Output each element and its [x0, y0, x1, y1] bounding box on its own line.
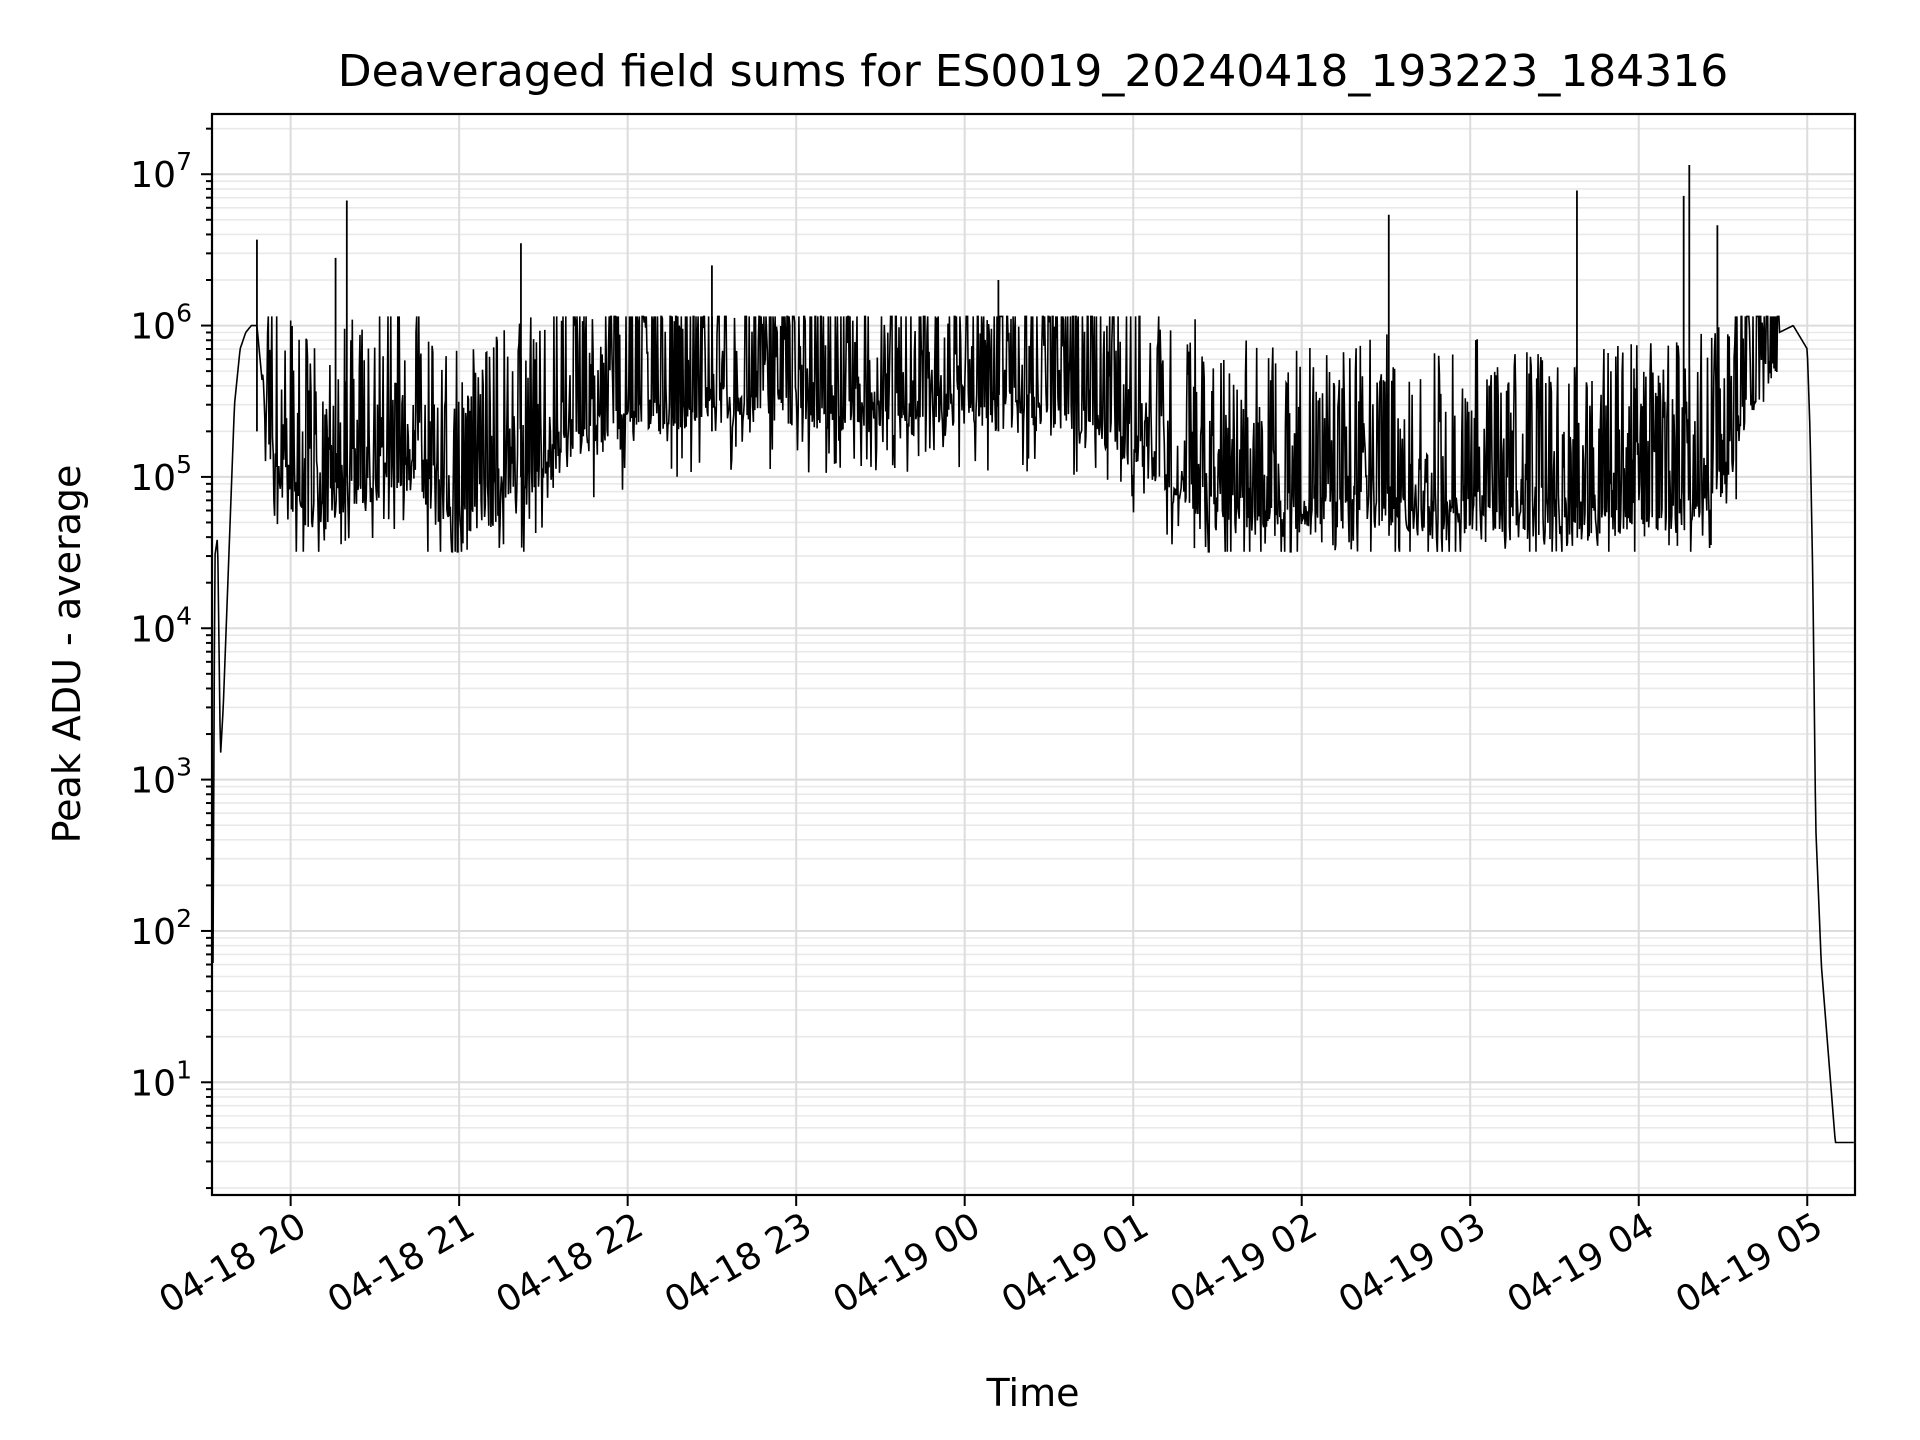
x-tick-label: 04-19 02 [1164, 1205, 1325, 1321]
y-tick-label: 103 [130, 753, 192, 802]
series-line [212, 315, 1854, 1144]
chart-title: Deaveraged field sums for ES0019_2024041… [338, 46, 1729, 97]
x-tick-label: 04-19 05 [1669, 1205, 1830, 1321]
series-layer [212, 165, 1854, 1144]
x-tick-label: 04-19 01 [995, 1205, 1156, 1321]
x-tick-label: 04-18 23 [658, 1205, 819, 1321]
x-tick-label: 04-18 22 [489, 1205, 650, 1321]
y-tick-label: 102 [130, 904, 192, 953]
x-tick-label: 04-18 20 [152, 1205, 313, 1321]
x-tick-label: 04-19 00 [827, 1205, 988, 1321]
y-tick-label: 101 [130, 1055, 192, 1104]
y-tick-label: 104 [130, 601, 192, 650]
y-tick-label: 107 [130, 147, 192, 196]
y-tick-label: 105 [130, 450, 192, 499]
plot-frame [210, 112, 1857, 1197]
y-tick-label: 106 [130, 299, 192, 348]
x-tick-label: 04-19 03 [1332, 1205, 1493, 1321]
y-axis-label: Peak ADU - average [45, 465, 89, 844]
x-tick-label: 04-18 21 [321, 1205, 482, 1321]
x-axis-label: Time [986, 1371, 1080, 1415]
x-tick-label: 04-19 04 [1501, 1205, 1662, 1321]
grid-layer [212, 114, 1855, 1195]
